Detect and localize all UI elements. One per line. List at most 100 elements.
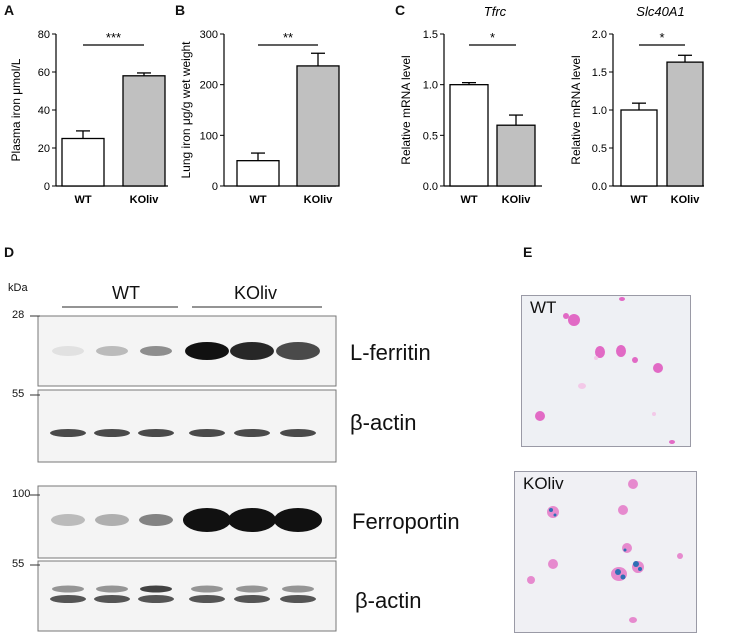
significance-marker: ***: [106, 30, 121, 45]
y-axis-label: Plasma iron μmol/L: [9, 58, 23, 161]
y-tick-label: 0: [212, 181, 218, 193]
blot-band: [52, 346, 84, 356]
bar-KOliv: [296, 65, 340, 187]
y-axis-label: Relative mRNA level: [399, 55, 413, 164]
y-tick-label: 20: [38, 143, 50, 155]
micrograph-wt-label: WT: [530, 298, 557, 317]
panel-letter-a: A: [4, 2, 15, 18]
blot-band: [280, 429, 316, 437]
label-ferroportin: Ferroportin: [352, 509, 460, 534]
blot-band: [280, 595, 316, 603]
chart-0: 0 20 40 60 80 Plasma iron μmol/L WT KOliv ***: [9, 29, 168, 206]
bar-WT: [236, 160, 280, 187]
category-label: KOliv: [304, 194, 334, 206]
blot-band-upper: [191, 585, 223, 593]
blot-band: [183, 508, 231, 532]
blot-band-upper: [282, 585, 314, 593]
blot-strip-0: [30, 315, 337, 387]
y-tick-label: 80: [38, 29, 50, 41]
blot-band: [138, 595, 174, 603]
blot-band-upper: [236, 585, 268, 593]
category-label: WT: [630, 194, 647, 206]
bar-KOliv: [122, 75, 166, 187]
blot-strip-2: [30, 485, 337, 559]
category-label: WT: [249, 194, 266, 206]
significance-marker: *: [659, 30, 664, 45]
blot-strip-3: [30, 560, 337, 632]
blot-band: [51, 514, 85, 526]
blot-band-upper: [52, 585, 84, 593]
blot-band: [234, 595, 270, 603]
label-beta-actin-1: β-actin: [350, 410, 417, 435]
blot-band-upper: [140, 585, 172, 593]
marker-55-top: 55: [12, 388, 25, 400]
blot-band: [189, 595, 225, 603]
bar-KOliv: [496, 124, 536, 187]
blot-band: [50, 429, 86, 437]
y-tick-label: 0.0: [423, 181, 438, 193]
micrograph-wt: WT: [521, 295, 691, 447]
category-label: KOliv: [671, 194, 701, 206]
bar-KOliv: [666, 61, 704, 187]
y-tick-label: 300: [200, 29, 218, 41]
blot-band: [50, 595, 86, 603]
group-label-koliv: KOliv: [234, 283, 278, 303]
label-beta-actin-2: β-actin: [355, 588, 422, 613]
blot-membrane: [37, 560, 337, 632]
blot-band: [185, 342, 229, 360]
category-label: KOliv: [130, 194, 160, 206]
y-tick-label: 60: [38, 67, 50, 79]
significance-marker: *: [490, 30, 495, 45]
blot-band: [138, 429, 174, 437]
y-tick-label: 1.0: [592, 105, 607, 117]
blot-band: [230, 342, 274, 360]
chart-title: Slc40A1: [636, 4, 684, 19]
y-tick-label: 0.5: [592, 143, 607, 155]
blot-band: [276, 342, 320, 360]
y-tick-label: 1.5: [592, 67, 607, 79]
significance-marker: **: [283, 30, 293, 45]
blot-band: [234, 429, 270, 437]
bar-WT: [620, 109, 658, 187]
y-tick-label: 100: [200, 130, 218, 142]
y-axis-label: Relative mRNA level: [569, 55, 583, 164]
marker-28: 28: [12, 309, 25, 321]
chart-2: 0.0 0.5 1.0 1.5 Relative mRNA level Tfrc WT KOl…: [399, 4, 542, 206]
category-label: KOliv: [502, 194, 532, 206]
y-tick-label: 200: [200, 80, 218, 92]
kda-label: kDa: [8, 282, 28, 294]
y-tick-label: 1.0: [423, 80, 438, 92]
panel-letter-b: B: [175, 2, 186, 18]
y-tick-label: 0: [44, 181, 50, 193]
y-axis-label: Lung iron μg/g wet weight: [179, 41, 193, 179]
category-label: WT: [74, 194, 91, 206]
blot-band: [274, 508, 322, 532]
y-tick-label: 40: [38, 105, 50, 117]
blot-band-upper: [96, 585, 128, 593]
micrograph-wt-cells: [535, 297, 675, 444]
panel-letter-e: E: [523, 244, 533, 260]
y-tick-label: 2.0: [592, 29, 607, 41]
micrograph-koliv-label: KOliv: [523, 474, 564, 493]
blot-band: [94, 595, 130, 603]
blot-strip-1: [30, 389, 337, 463]
micrograph-koliv: KOliv: [514, 471, 697, 633]
marker-100: 100: [12, 488, 31, 500]
blot-band: [95, 514, 129, 526]
blot-band: [96, 346, 128, 356]
blot-band: [139, 514, 173, 526]
blot-membrane: [37, 315, 337, 387]
blot-band: [140, 346, 172, 356]
blot-membrane: [37, 485, 337, 559]
panel-letter-d: D: [4, 244, 15, 260]
y-tick-label: 1.5: [423, 29, 438, 41]
panel-letter-c: C: [395, 2, 406, 18]
bar-WT: [449, 84, 489, 187]
chart-1: 0 100 200 300 Lung iron μg/g wet weight WT KOl…: [179, 29, 340, 206]
blot-band: [94, 429, 130, 437]
y-tick-label: 0.5: [423, 130, 438, 142]
blot-band: [228, 508, 276, 532]
chart-title: Tfrc: [484, 4, 507, 19]
chart-3: 0.0 0.5 1.0 1.5 2.0 Relative mRNA level Slc40A…: [569, 4, 704, 206]
